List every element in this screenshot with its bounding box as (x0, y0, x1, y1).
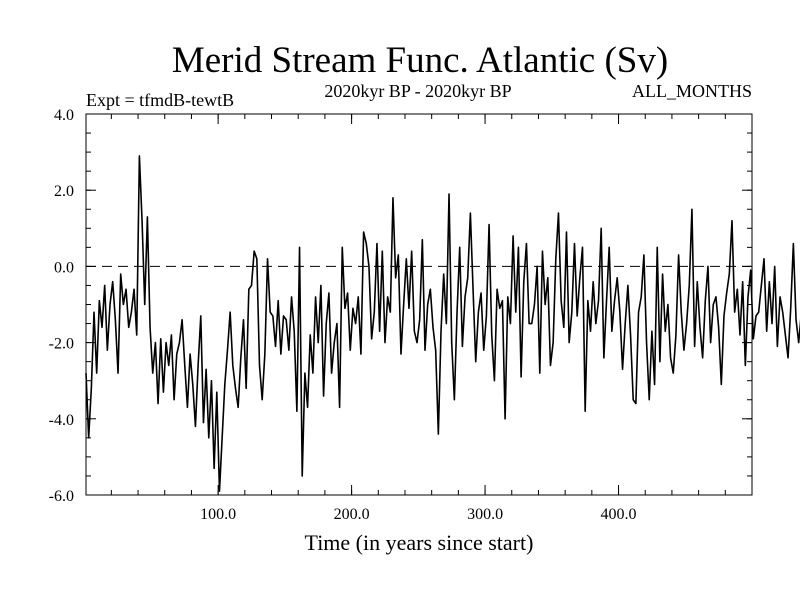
plot-frame (85, 113, 753, 496)
y-tick-label: -2.0 (49, 336, 74, 353)
y-tick-label: -6.0 (49, 488, 74, 505)
chart-title: Merid Stream Func. Atlantic (Sv) (172, 40, 668, 81)
x-axis-label: Time (in years since start) (305, 530, 534, 555)
y-tick-label: 4.0 (54, 107, 74, 124)
period-label: 2020kyr BP - 2020kyr BP (324, 81, 511, 101)
x-tick-label: 300.0 (467, 506, 503, 523)
months-label: ALL_MONTHS (632, 81, 752, 101)
series-line (85, 155, 800, 492)
y-tick-label: 2.0 (54, 183, 74, 200)
y-tick-label: -4.0 (49, 412, 74, 429)
x-tick-label: 400.0 (601, 506, 637, 523)
y-tick-label: 0.0 (54, 259, 74, 276)
experiment-label: Expt = tfmdB-tewtB (86, 90, 234, 110)
x-tick-label: 200.0 (334, 506, 370, 523)
x-tick-label: 100.0 (200, 506, 236, 523)
plot-area: 100.0 200.0 300.0 400.0 -6.0 -4.0 -2.0 0.0 2.0 4.… (49, 107, 800, 523)
